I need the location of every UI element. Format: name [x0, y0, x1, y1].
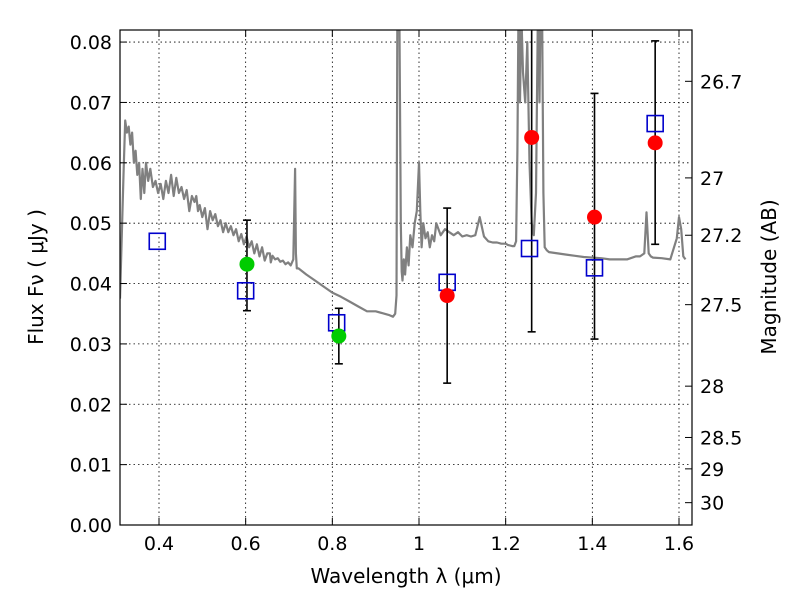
red-data-point [439, 288, 455, 304]
x-tick-label: 0.4 [144, 533, 174, 555]
y-axis-label-left: Flux Fν ( μJy ) [24, 209, 48, 345]
magnitude-tick-label: 27.5 [700, 295, 742, 317]
model-flux-square [236, 281, 255, 300]
red-data-point [647, 135, 663, 151]
model-flux-square [520, 239, 539, 258]
magnitude-tick-label: 27 [700, 168, 724, 190]
x-tick-label: 1.4 [577, 533, 607, 555]
model-flux-square [585, 259, 604, 277]
green-data-point [239, 256, 255, 272]
model-flux-square [327, 313, 346, 332]
model-spectrum-layer [120, 30, 687, 318]
x-axis-label: Wavelength λ (μm) [310, 564, 501, 588]
model-spectrum-line [120, 30, 687, 318]
y-tick-label: 0.08 [70, 32, 112, 54]
y-tick-label: 0.02 [70, 394, 112, 416]
magnitude-tick-label: 27.2 [700, 225, 742, 247]
x-tick-label: 1.6 [664, 533, 694, 555]
y-tick-label: 0.01 [70, 455, 112, 477]
x-tick-label: 1 [413, 533, 425, 555]
grid [120, 30, 692, 526]
y-axis-label-right: Magnitude (AB) [757, 199, 781, 354]
model-flux-square [148, 232, 167, 251]
data-markers [148, 114, 664, 344]
magnitude-tick-label: 30 [700, 493, 724, 515]
tick-labels: 0.4 0.6 0.8 1 1.2 1.4 1.6 0.00 0.01 0.02 0.03 0.04 0… [70, 32, 743, 555]
magnitude-tick-label: 28.5 [700, 427, 742, 449]
y-tick-label: 0.00 [70, 515, 112, 537]
y-tick-label: 0.03 [70, 334, 112, 356]
red-data-point [524, 129, 540, 145]
magnitude-tick-label: 28 [700, 376, 724, 398]
red-data-point [587, 209, 602, 225]
green-data-point [331, 328, 347, 344]
x-tick-label: 0.6 [231, 533, 261, 555]
y-tick-label: 0.05 [70, 213, 112, 235]
magnitude-tick-label: 29 [700, 459, 724, 481]
y-tick-label: 0.04 [70, 274, 112, 296]
error-bars [242, 30, 660, 384]
x-tick-label: 0.8 [317, 533, 347, 555]
plot-frame [119, 29, 693, 526]
magnitude-tick-label: 26.7 [700, 71, 742, 93]
model-flux-square [646, 114, 664, 133]
x-tick-label: 1.2 [491, 533, 521, 555]
y-tick-label: 0.07 [70, 92, 112, 114]
ticks [120, 30, 692, 526]
y-tick-label: 0.06 [70, 153, 112, 175]
